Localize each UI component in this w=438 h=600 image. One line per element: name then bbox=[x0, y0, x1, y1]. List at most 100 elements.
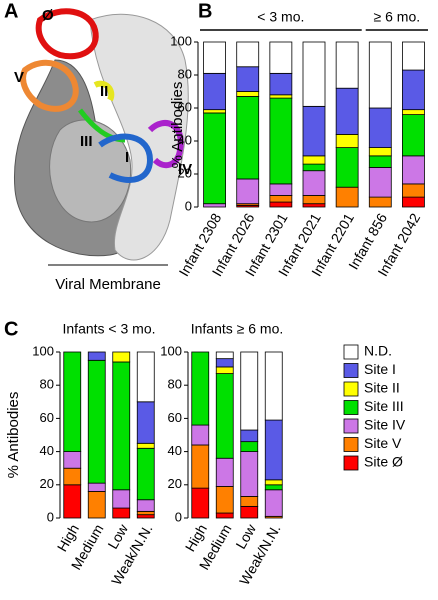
legend-label: N.D. bbox=[364, 343, 392, 359]
bar-segment bbox=[215, 366, 234, 374]
bar-segment bbox=[112, 361, 131, 491]
bar-segment bbox=[215, 351, 234, 360]
bar-segment bbox=[236, 96, 260, 180]
bar-segment bbox=[402, 196, 425, 208]
bar-segment bbox=[269, 201, 293, 208]
site-label: V bbox=[14, 69, 24, 86]
site-label: I bbox=[125, 149, 129, 166]
y-axis-label: % Antibodies bbox=[169, 82, 186, 169]
bar-segment bbox=[402, 41, 425, 71]
bar-segment bbox=[236, 41, 260, 68]
bar-segment bbox=[63, 467, 82, 486]
bar-segment bbox=[203, 72, 226, 111]
bar-segment bbox=[236, 91, 260, 97]
bar-segment bbox=[215, 373, 234, 459]
bar-segment bbox=[136, 514, 155, 519]
bar-segment bbox=[203, 41, 226, 74]
bar-segment bbox=[136, 499, 155, 512]
bar-segment bbox=[240, 429, 259, 443]
bar-segment bbox=[63, 484, 82, 519]
bar-segment bbox=[402, 183, 425, 198]
bar-segment bbox=[136, 510, 155, 516]
legend-swatch bbox=[343, 400, 359, 415]
bar-segment bbox=[269, 41, 293, 74]
bar-segment bbox=[335, 133, 359, 148]
bar-segment bbox=[240, 451, 259, 497]
bar-segment bbox=[191, 351, 210, 426]
group-label: < 3 mo. bbox=[257, 9, 304, 25]
bar-segment bbox=[269, 183, 293, 196]
bar-segment bbox=[335, 147, 359, 188]
legend-swatch bbox=[343, 418, 359, 434]
bar-segment bbox=[236, 66, 260, 92]
y-tick-label: 60 bbox=[178, 99, 192, 114]
group-label: ≥ 6 mo. bbox=[374, 9, 421, 25]
y-tick-label: 60 bbox=[40, 410, 54, 425]
bar-segment bbox=[240, 496, 259, 507]
legend-label: Site I bbox=[364, 361, 396, 377]
bar-segment bbox=[269, 97, 293, 185]
y-tick-label: 40 bbox=[40, 443, 54, 458]
bar-segment bbox=[136, 442, 155, 449]
chart-title: Infants ≥ 6 mo. bbox=[191, 321, 284, 337]
bar-segment bbox=[264, 489, 283, 517]
bar-segment bbox=[264, 479, 283, 486]
bar-segment bbox=[240, 351, 259, 431]
bar-segment bbox=[136, 447, 155, 501]
bar-segment bbox=[215, 358, 234, 368]
bar-segment bbox=[240, 505, 259, 519]
bar-segment bbox=[215, 486, 234, 514]
bar-segment bbox=[269, 195, 293, 203]
bar-segment bbox=[269, 94, 293, 99]
bar-segment bbox=[302, 170, 326, 196]
bar-segment bbox=[302, 195, 326, 205]
site-label: Ø bbox=[42, 7, 54, 24]
bar-segment bbox=[335, 87, 359, 135]
y-tick-label: 0 bbox=[185, 198, 192, 213]
bar-segment bbox=[368, 155, 392, 168]
bar-segment bbox=[215, 512, 234, 519]
y-tick-label: 80 bbox=[178, 66, 192, 81]
y-tick-label: 100 bbox=[160, 343, 182, 358]
bar-segment bbox=[302, 203, 326, 208]
bar-segment bbox=[191, 444, 210, 489]
bar-segment bbox=[335, 41, 359, 89]
site-label: II bbox=[100, 83, 108, 100]
bar-segment bbox=[302, 155, 326, 165]
bar-segment bbox=[63, 451, 82, 469]
bar-segment bbox=[402, 69, 425, 111]
bar-segment bbox=[264, 419, 283, 481]
bar-segment bbox=[87, 491, 106, 519]
legend-label: Site Ø bbox=[364, 454, 403, 470]
y-tick-label: 40 bbox=[178, 132, 192, 147]
site-label: III bbox=[80, 133, 93, 150]
bar-segment bbox=[112, 507, 131, 519]
bar-segment bbox=[203, 112, 226, 205]
legend-label: Site II bbox=[364, 380, 400, 396]
legend-label: Site IV bbox=[364, 417, 406, 433]
bar-segment bbox=[264, 484, 283, 491]
bar-segment bbox=[368, 41, 392, 109]
bar-segment bbox=[236, 178, 260, 205]
panel-label: B bbox=[198, 0, 212, 22]
bar-segment bbox=[87, 359, 106, 484]
bar-segment bbox=[368, 196, 392, 208]
bar-segment bbox=[136, 351, 155, 403]
bar-segment bbox=[368, 147, 392, 157]
y-tick-label: 60 bbox=[168, 410, 182, 425]
panel-label: A bbox=[4, 0, 18, 22]
bar-segment bbox=[203, 109, 226, 114]
bar-segment bbox=[335, 186, 359, 208]
legend-swatch bbox=[343, 455, 359, 471]
y-tick-label: 20 bbox=[40, 476, 54, 491]
y-tick-label: 40 bbox=[168, 443, 182, 458]
bar-segment bbox=[87, 482, 106, 492]
bar-segment bbox=[240, 441, 259, 453]
chart-title: Infants < 3 mo. bbox=[63, 321, 156, 337]
y-tick-label: 100 bbox=[32, 343, 54, 358]
y-tick-label: 80 bbox=[168, 377, 182, 392]
bar-segment bbox=[191, 424, 210, 446]
bar-segment bbox=[203, 203, 226, 208]
legend-swatch bbox=[343, 363, 359, 378]
